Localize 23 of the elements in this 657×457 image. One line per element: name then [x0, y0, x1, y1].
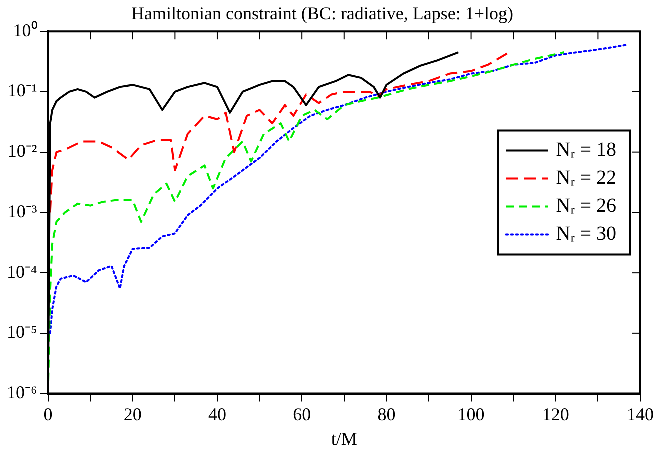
x-tick-label: 60 — [293, 404, 312, 424]
x-tick-label: 140 — [627, 404, 654, 424]
y-tick-label: 10⁻⁵ — [6, 322, 38, 342]
line-series — [49, 52, 510, 214]
legend-label: Nᵣ = 18 — [556, 138, 616, 161]
x-tick-label: 80 — [378, 404, 396, 424]
chart-title: Hamiltonian constraint (BC: radiative, Lapse: 1+log) — [131, 4, 514, 24]
y-tick-label: 10⁻⁶ — [6, 382, 38, 403]
x-tick-label: 40 — [208, 404, 226, 424]
x-tick-label: 120 — [542, 404, 570, 424]
y-tick-label: 10⁻⁴ — [6, 262, 38, 282]
y-tick-label: 10⁻¹ — [8, 80, 38, 101]
legend-label: Nᵣ = 26 — [556, 194, 616, 217]
x-tick-label: 20 — [124, 404, 142, 424]
y-tick-label: 10⁰ — [13, 20, 38, 40]
legend-label: Nᵣ = 22 — [556, 166, 616, 189]
x-tick-label: 0 — [44, 404, 53, 424]
x-axis-title: t/M — [331, 428, 358, 449]
x-tick-label: 100 — [458, 404, 485, 424]
legend-label: Nᵣ = 30 — [556, 222, 616, 245]
line-series — [49, 44, 629, 334]
y-tick-label: 10⁻³ — [8, 201, 38, 222]
y-tick-label: 10⁻² — [8, 141, 38, 162]
